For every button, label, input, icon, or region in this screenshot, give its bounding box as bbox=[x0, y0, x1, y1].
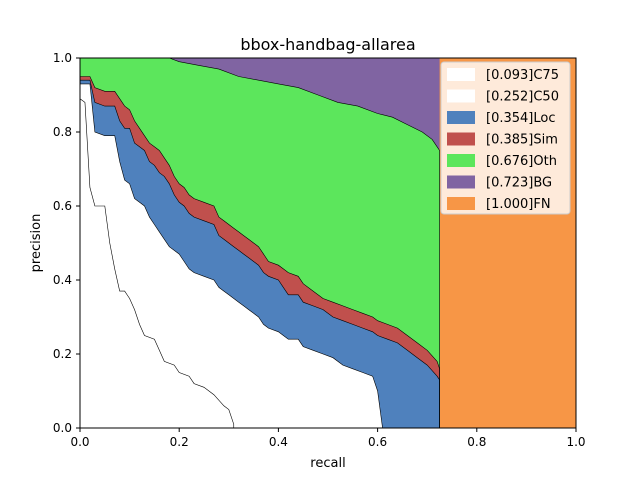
legend-label-loc: [0.354]Loc bbox=[486, 111, 555, 126]
legend-label-bg: [0.723]BG bbox=[486, 176, 552, 191]
legend-swatch-c75 bbox=[447, 68, 475, 81]
legend-label-oth: [0.676]Oth bbox=[486, 154, 557, 169]
curve-loc bbox=[80, 79, 440, 428]
x-axis-label: recall bbox=[310, 456, 345, 471]
curve-c50 bbox=[80, 83, 383, 429]
chart-title: bbox-handbag-allarea bbox=[240, 35, 415, 54]
x-tick-label: 0.0 bbox=[70, 435, 89, 449]
y-tick-label: 1.0 bbox=[53, 51, 72, 65]
x-tick-label: 0.8 bbox=[467, 435, 486, 449]
y-tick-label: 0.2 bbox=[53, 347, 72, 361]
legend-swatch-oth bbox=[447, 154, 475, 167]
legend: [0.093]C75 [0.252]C50 [0.354]Loc [0.385]Sim… bbox=[440, 61, 571, 215]
curve-oth bbox=[80, 57, 440, 428]
curve-c75 bbox=[79, 98, 235, 428]
x-tick-label: 0.2 bbox=[170, 435, 189, 449]
x-axis: 0.0 0.2 0.4 0.6 0.8 1.0 bbox=[70, 428, 586, 449]
y-axis-label: precision bbox=[29, 214, 44, 273]
x-tick-label: 0.4 bbox=[269, 435, 288, 449]
curve-sim bbox=[80, 76, 440, 428]
legend-label-c75: [0.093]C75 bbox=[486, 68, 559, 83]
legend-swatch-loc bbox=[447, 111, 475, 124]
series-lines bbox=[79, 57, 440, 429]
y-axis: 0.0 0.2 0.4 0.6 0.8 1.0 bbox=[53, 51, 80, 435]
y-tick-label: 0.8 bbox=[53, 125, 72, 139]
y-tick-label: 0.0 bbox=[53, 421, 72, 435]
x-tick-label: 1.0 bbox=[566, 435, 585, 449]
y-tick-label: 0.4 bbox=[53, 273, 72, 287]
legend-swatch-sim bbox=[447, 132, 475, 146]
legend-label-sim: [0.385]Sim bbox=[486, 133, 558, 148]
legend-swatch-c50 bbox=[447, 89, 475, 103]
x-tick-label: 0.6 bbox=[368, 435, 387, 449]
legend-swatch-fn bbox=[447, 197, 475, 210]
legend-swatch-bg bbox=[447, 175, 475, 189]
legend-label-c50: [0.252]C50 bbox=[486, 90, 559, 105]
axes-frame bbox=[79, 57, 577, 429]
area-c75 bbox=[80, 98, 234, 428]
legend-label-fn: [1.000]FN bbox=[486, 197, 551, 212]
y-tick-label: 0.6 bbox=[53, 199, 72, 213]
